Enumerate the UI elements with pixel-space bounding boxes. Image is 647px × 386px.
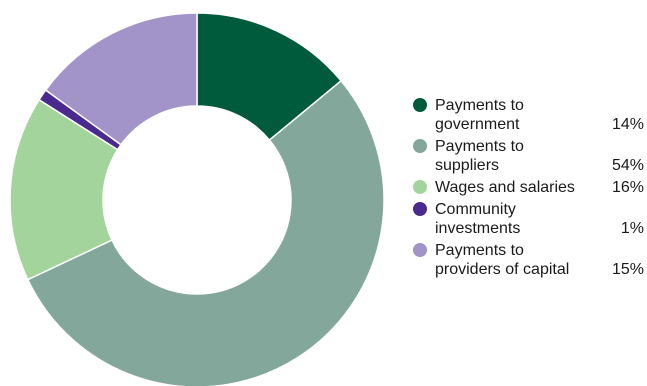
legend-swatch [413, 98, 427, 112]
legend-label: Wages and salaries [435, 179, 575, 196]
legend-swatch [413, 139, 427, 153]
legend-label: Community investments [435, 201, 521, 237]
legend-value: 54% [611, 157, 644, 174]
donut-slice-payments-to-providers-of-capital [44, 12, 198, 146]
legend-swatch [413, 202, 427, 216]
donut-slice-payments-to-suppliers [26, 79, 385, 386]
legend-item-wages: Wages and salaries 16% [413, 178, 647, 197]
legend-item-government: Payments to government 14% [413, 96, 647, 134]
legend-label: Payments to government [435, 97, 524, 133]
legend-item-community: Community investments 1% [413, 200, 647, 238]
legend-swatch [413, 243, 427, 257]
donut-slice-wages-and-salaries [9, 98, 119, 281]
legend-item-capital: Payments to providers of capital 15% [413, 241, 647, 279]
legend-item-suppliers: Payments to suppliers 54% [413, 137, 647, 175]
legend-value: 1% [620, 220, 644, 237]
legend-value: 15% [611, 261, 644, 278]
legend-label: Payments to suppliers [435, 138, 524, 174]
legend-value: 14% [611, 116, 644, 133]
legend-label: Payments to providers of capital [435, 242, 570, 278]
chart-legend: Payments to government 14% Payments to sup… [413, 96, 647, 282]
legend-value: 16% [611, 179, 644, 196]
legend-swatch [413, 180, 427, 194]
donut-chart [9, 12, 385, 386]
